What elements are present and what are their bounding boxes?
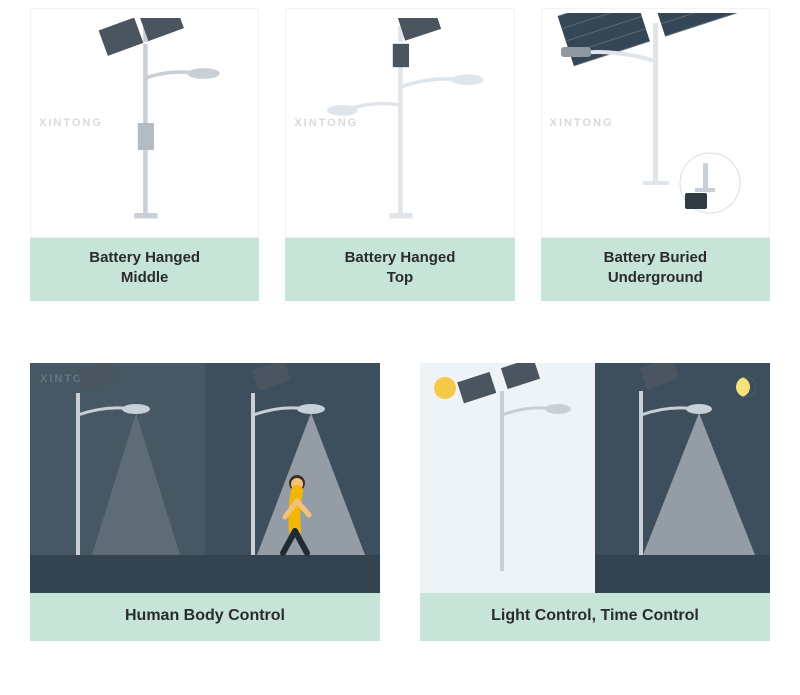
- card-battery-underground: XINTONG: [541, 8, 770, 301]
- card-battery-middle: XINTONG: [30, 8, 259, 301]
- card-battery-top: XINTONG: [285, 8, 514, 301]
- battery-variant-row: XINTONG: [30, 8, 770, 301]
- card-light-time-control: Light Control, Time Control: [420, 363, 770, 641]
- label-text: Light Control, Time Control: [491, 607, 699, 624]
- label-human-body-control: Human Body Control: [30, 593, 380, 641]
- watermark-text: XINTONG: [39, 117, 103, 129]
- label-battery-middle: Battery Hanged Middle: [30, 238, 259, 301]
- label-line2: Middle: [121, 269, 169, 286]
- card-human-body-control: XINTONG: [30, 363, 380, 641]
- watermark-text: XINTONG: [294, 117, 358, 129]
- label-line2: Underground: [608, 269, 703, 286]
- diagram-battery-underground: XINTONG: [541, 8, 770, 238]
- diagram-battery-top: XINTONG: [285, 8, 514, 238]
- label-battery-top: Battery Hanged Top: [285, 238, 514, 301]
- label-line1: Battery Hanged: [345, 249, 456, 266]
- label-light-time-control: Light Control, Time Control: [420, 593, 770, 641]
- label-line2: Top: [387, 269, 413, 286]
- label-text: Human Body Control: [125, 607, 285, 624]
- watermark-text: XINTONG: [550, 117, 614, 129]
- diagram-human-body-control: XINTONG: [30, 363, 380, 593]
- label-battery-underground: Battery Buried Underground: [541, 238, 770, 301]
- control-mode-row: XINTONG: [30, 363, 770, 641]
- diagram-light-time-control: [420, 363, 770, 593]
- diagram-battery-middle: XINTONG: [30, 8, 259, 238]
- label-line1: Battery Hanged: [89, 249, 200, 266]
- label-line1: Battery Buried: [604, 249, 707, 266]
